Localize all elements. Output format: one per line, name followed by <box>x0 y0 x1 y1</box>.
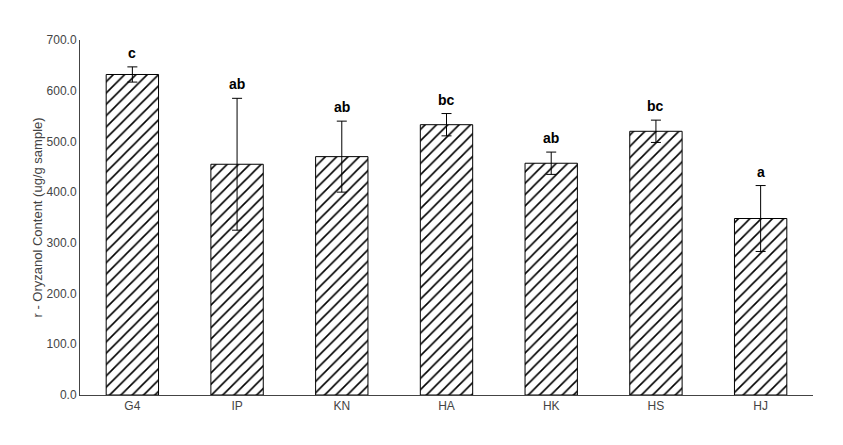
svg-text:HA: HA <box>438 399 455 413</box>
svg-text:a: a <box>757 164 765 180</box>
svg-text:600.0: 600.0 <box>47 84 77 98</box>
svg-text:500.0: 500.0 <box>47 135 77 149</box>
svg-text:KN: KN <box>333 399 350 413</box>
svg-text:300.0: 300.0 <box>47 236 77 250</box>
svg-text:HK: HK <box>543 399 560 413</box>
svg-text:ab: ab <box>334 99 350 115</box>
svg-text:0.0: 0.0 <box>60 388 77 402</box>
svg-text:HJ: HJ <box>753 399 768 413</box>
svg-text:700.0: 700.0 <box>47 33 77 47</box>
svg-text:ab: ab <box>543 130 559 146</box>
svg-text:400.0: 400.0 <box>47 185 77 199</box>
svg-text:bc: bc <box>647 98 664 114</box>
svg-text:IP: IP <box>231 399 242 413</box>
svg-text:100.0: 100.0 <box>47 337 77 351</box>
svg-text:c: c <box>128 45 136 61</box>
svg-text:ab: ab <box>229 76 245 92</box>
svg-text:r - Oryzanol Content (ug/g sam: r - Oryzanol Content (ug/g sample) <box>30 117 45 317</box>
svg-text:200.0: 200.0 <box>47 287 77 301</box>
svg-text:G4: G4 <box>124 399 140 413</box>
svg-text:HS: HS <box>648 399 665 413</box>
svg-text:bc: bc <box>438 92 455 108</box>
